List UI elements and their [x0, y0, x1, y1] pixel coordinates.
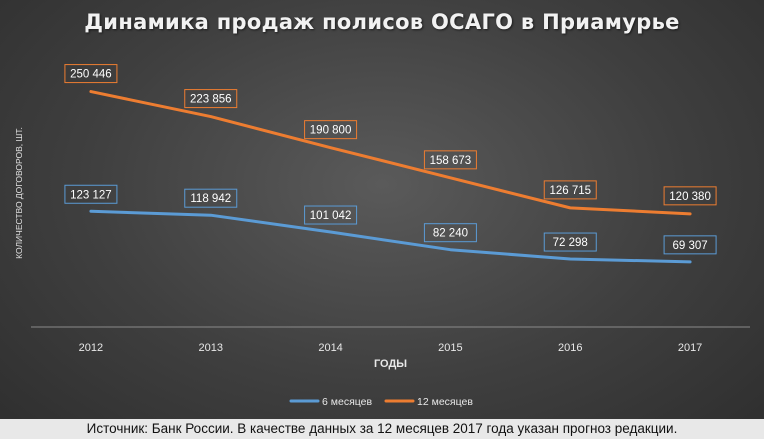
- data-label: 72 298: [553, 237, 588, 249]
- data-label-box: [543, 232, 597, 252]
- series-line: [89, 90, 692, 216]
- source-note: Источник: Банк России. В качестве данных…: [0, 419, 764, 439]
- y-axis-title: КОЛИЧЕСТВО ДОГОВОРОВ, ШТ.: [14, 127, 24, 259]
- data-label-box: [304, 205, 358, 225]
- data-label: 126 715: [549, 185, 591, 197]
- legend-label: 12 месяцев: [417, 396, 473, 408]
- x-tick-label: 2016: [558, 342, 582, 354]
- x-axis-title: ГОДЫ: [374, 358, 407, 370]
- data-label: 82 240: [433, 228, 468, 240]
- data-label-box: [663, 186, 717, 206]
- x-tick-label: 2015: [438, 342, 462, 354]
- x-tick-label: 2013: [199, 342, 223, 354]
- data-label-box: [184, 188, 238, 208]
- data-label: 69 307: [672, 240, 707, 252]
- series-line: [89, 209, 692, 264]
- data-label: 223 856: [190, 94, 232, 106]
- data-label-box: [64, 64, 118, 84]
- data-label-box: [184, 89, 238, 109]
- x-tick-label: 2017: [678, 342, 702, 354]
- x-tick-label: 2012: [79, 342, 103, 354]
- data-label-box: [64, 184, 118, 204]
- line-chart: 2012 2013 2014 2015 2016 2017 ГОДЫ КОЛИЧЕСТВО Д…: [14, 64, 750, 408]
- data-label: 158 673: [430, 155, 472, 167]
- data-label-box: [663, 235, 717, 255]
- chart-title: Динамика продаж полисов ОСАГО в Приамурь…: [84, 10, 680, 34]
- legend-label: 6 месяцев: [322, 396, 372, 408]
- x-tick-label: 2014: [318, 342, 342, 354]
- data-label: 118 942: [190, 193, 231, 205]
- data-label: 250 446: [70, 69, 112, 81]
- data-label-box: [423, 150, 477, 170]
- data-label: 120 380: [669, 191, 711, 203]
- data-label-box: [423, 223, 477, 243]
- data-label: 101 042: [310, 210, 352, 222]
- data-label-box: [543, 180, 597, 200]
- data-label: 190 800: [310, 125, 352, 137]
- data-label: 123 127: [70, 189, 112, 201]
- data-label-box: [304, 120, 358, 140]
